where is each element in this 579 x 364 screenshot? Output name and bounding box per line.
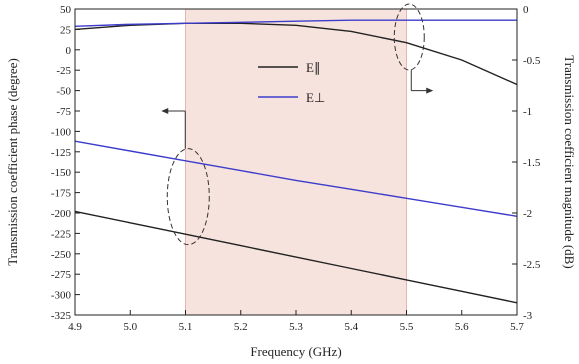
y-right-tick-label: -1.5: [523, 157, 541, 169]
annotation-ellipse-phase: [166, 148, 210, 246]
y-left-tick-label: -325: [51, 310, 72, 322]
y-right-tick-label: 0: [523, 4, 529, 16]
x-tick-label: 5.6: [455, 321, 469, 333]
highlight-band-layer: [185, 9, 407, 315]
annotation-layer: [161, 3, 434, 246]
y-left-tick-label: -225: [51, 228, 72, 240]
y-right-axis-title: Transmission coefficient magnitude (dB): [562, 55, 577, 268]
x-tick-label: 4.9: [68, 321, 82, 333]
series-layer: [74, 19, 518, 304]
x-tick-label: 5.3: [289, 321, 303, 333]
y-right-tick-label: -0.5: [523, 55, 541, 67]
y-right-tick-label: -1: [523, 106, 532, 118]
x-tick-label: 5.7: [510, 321, 524, 333]
x-tick-label: 5.0: [123, 321, 137, 333]
y-left-tick-label: 25: [60, 24, 72, 36]
y-left-tick-label: -275: [51, 269, 72, 281]
y-right-tick-label: -3: [523, 310, 533, 322]
y-left-tick-label: -200: [51, 208, 72, 220]
y-right-tick-layer: 0 -0.5 -1 -1.5 -2 -2.5 -3: [512, 4, 541, 322]
x-tick-label: 5.5: [400, 321, 414, 333]
y-right-tick-label: -2.5: [523, 259, 541, 271]
series-line-phase_parallel: [74, 210, 518, 304]
y-left-tick-label: -50: [56, 86, 71, 98]
y-left-tick-label: -125: [51, 147, 72, 159]
y-left-tick-label: -100: [51, 126, 72, 138]
y-left-axis-title: Transmission coefficient phase (degree): [5, 58, 20, 266]
legend-label-parallel: E∥: [306, 60, 320, 75]
y-left-tick-label: -250: [51, 249, 72, 261]
y-left-tick-label: -300: [51, 290, 72, 302]
y-left-tick-label: -75: [56, 106, 71, 118]
legend-label-perpendicular: E⊥: [306, 90, 325, 105]
y-right-tick-label: -2: [523, 208, 532, 220]
annotation-ellipse-magnitude: [393, 3, 425, 71]
y-left-tick-label: 50: [60, 4, 72, 16]
y-left-tick-label: -150: [51, 167, 72, 179]
y-left-tick-layer: 50 25 0 -25 -50 -75 -100 -125 -150 -175 -200 -225 -2…: [51, 4, 80, 322]
series-line-phase_perpendicular: [74, 140, 518, 217]
x-tick-label: 5.2: [234, 321, 248, 333]
x-tick-layer: 4.9 5.0 5.1 5.2 5.3 5.4 5.5 5.6 5.7: [68, 310, 524, 333]
phase-pointer-arrowhead: [161, 108, 169, 114]
y-left-tick-label: -25: [56, 65, 71, 77]
y-left-tick-label: 0: [66, 45, 72, 57]
x-tick-label: 5.1: [179, 321, 193, 333]
legend: E∥ E⊥: [258, 60, 325, 105]
x-axis-title: Frequency (GHz): [250, 344, 341, 359]
y-left-tick-label: -175: [51, 188, 72, 200]
x-tick-label: 5.4: [344, 321, 358, 333]
magnitude-pointer-arrowhead: [426, 87, 434, 94]
highlight-band-rect: [185, 9, 407, 315]
series-line-magnitude_perpendicular: [74, 19, 517, 27]
